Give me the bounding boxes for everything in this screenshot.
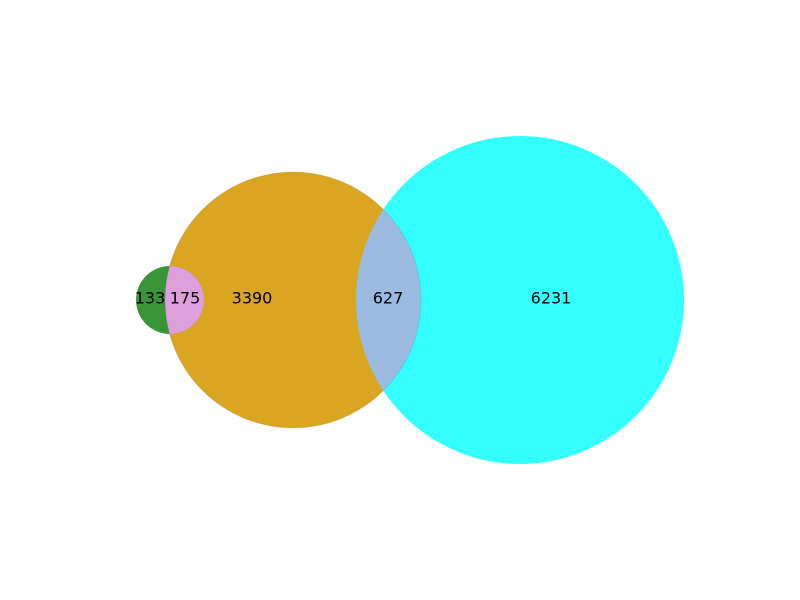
region-label-only-c: 6231 [531,289,572,308]
region-label-only-b: 3390 [232,289,273,308]
set-b-circle [165,172,421,428]
region-label-a-and-b: 175 [170,289,201,308]
region-label-b-and-c: 627 [373,289,404,308]
region-label-only-a: 133 [135,289,166,308]
intersection-a-b [165,266,204,334]
set-b-outline [164,171,422,429]
set-c-circle [356,136,684,464]
